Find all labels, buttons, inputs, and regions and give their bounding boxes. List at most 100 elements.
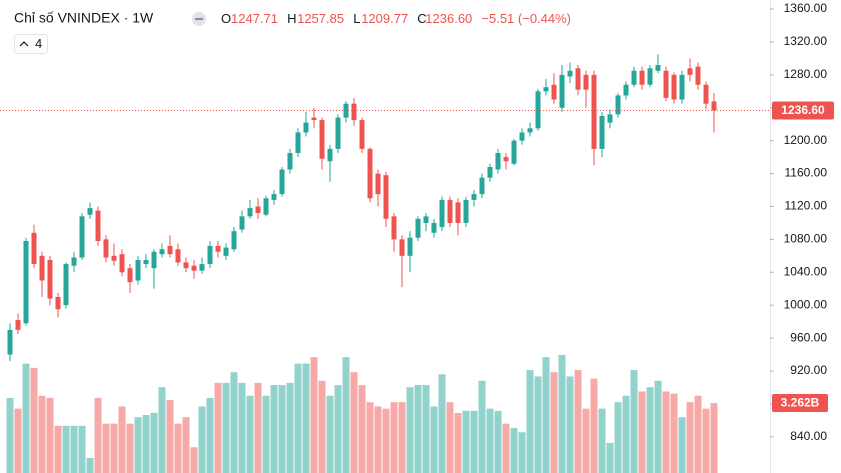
candle-body [383, 175, 389, 219]
candle-body [415, 218, 421, 238]
candle-body [527, 128, 533, 133]
volume-bar [438, 374, 446, 473]
candle-body [615, 95, 621, 115]
candle-body [239, 216, 245, 230]
volume-bar [638, 391, 646, 473]
candle-body [183, 262, 189, 269]
volume-bar [574, 370, 582, 473]
candle-body [247, 208, 253, 217]
volume-bar [166, 400, 174, 473]
y-tick-label: 1040.00 [784, 264, 828, 278]
candle-body [647, 68, 653, 85]
volume-bar [590, 378, 598, 473]
candle-body [143, 259, 149, 265]
candle-body [463, 199, 469, 223]
volume-bar [102, 423, 110, 473]
candle-body [7, 329, 13, 355]
y-tick-label: 1080.00 [784, 232, 828, 246]
candle-body [455, 202, 461, 223]
candle-body [703, 84, 709, 104]
candle-body [15, 319, 21, 330]
volume-bar [150, 412, 158, 473]
legend-key: L [353, 11, 360, 26]
volume-bar [510, 427, 518, 473]
candle-body [311, 117, 317, 121]
y-tick-label: 1160.00 [785, 166, 828, 180]
candle-layer [7, 54, 717, 362]
volume-bar [558, 355, 566, 473]
candle-body [535, 91, 541, 129]
volume-bar [286, 382, 294, 473]
volume-bar [566, 376, 574, 473]
last-volume-box [772, 394, 828, 413]
volume-bar [262, 395, 270, 473]
volume-bar [318, 380, 326, 473]
candle-body [215, 245, 221, 252]
candle-body [599, 115, 605, 149]
candle-body [223, 247, 229, 256]
volume-bar [6, 397, 14, 473]
volume-layer [6, 355, 718, 473]
candle-body [655, 64, 661, 71]
y-tick-label: 920.00 [790, 363, 827, 377]
volume-bar [694, 395, 702, 473]
volume-bar [142, 415, 150, 473]
candle-body [231, 231, 237, 250]
volume-bar [494, 410, 502, 473]
legend-key: C [417, 11, 426, 26]
volume-bar [390, 402, 398, 473]
candle-body [487, 166, 493, 178]
candle-body [607, 114, 613, 123]
candle-body [567, 70, 573, 77]
volume-bar [126, 423, 134, 473]
y-tick-label: 1360.00 [784, 1, 828, 15]
candle-body [359, 120, 365, 149]
last-volume-label: 3.262B [781, 396, 820, 410]
candle-body [167, 245, 173, 255]
legend-change: −5.51 (−0.44%) [481, 11, 571, 26]
y-tick-label: 1000.00 [784, 297, 828, 311]
volume-bar [238, 382, 246, 473]
volume-bar [230, 372, 238, 473]
volume-bar [294, 363, 302, 473]
candle-body [263, 198, 269, 215]
legend-key: H [287, 11, 296, 26]
indicator-toggle[interactable] [14, 34, 48, 54]
y-tick-label: 1320.00 [784, 34, 828, 48]
indicator-count: 4 [35, 36, 42, 51]
volume-bar [630, 370, 638, 473]
volume-bar [470, 410, 478, 473]
candle-body [559, 74, 565, 108]
volume-bar [270, 385, 278, 473]
volume-bar [302, 363, 310, 473]
candle-body [631, 70, 637, 85]
candle-body [407, 237, 413, 256]
volume-bar [30, 367, 38, 473]
candle-body [191, 265, 197, 271]
volume-bar [134, 417, 142, 473]
volume-bar [702, 408, 710, 473]
candle-body [319, 120, 325, 159]
candle-body [591, 74, 597, 149]
chart-title: Chỉ số VNINDEX · 1W [14, 10, 154, 26]
candle-body [103, 239, 109, 258]
volume-bar [542, 357, 550, 473]
volume-bar [342, 357, 350, 473]
candle-body [31, 232, 37, 265]
volume-bar [158, 387, 166, 473]
candle-body [151, 251, 157, 269]
volume-bar [198, 406, 206, 473]
candle-body [271, 194, 277, 200]
candle-body [663, 70, 669, 98]
y-tick-label: 1120.00 [785, 199, 828, 213]
last-price-label: 1236.60 [781, 103, 825, 117]
candle-body [79, 216, 85, 258]
volume-bar [174, 423, 182, 473]
last-price-box [772, 101, 834, 120]
volume-bar [310, 357, 318, 473]
candle-body [111, 255, 117, 261]
volume-bar [382, 408, 390, 473]
candle-body [679, 74, 685, 100]
